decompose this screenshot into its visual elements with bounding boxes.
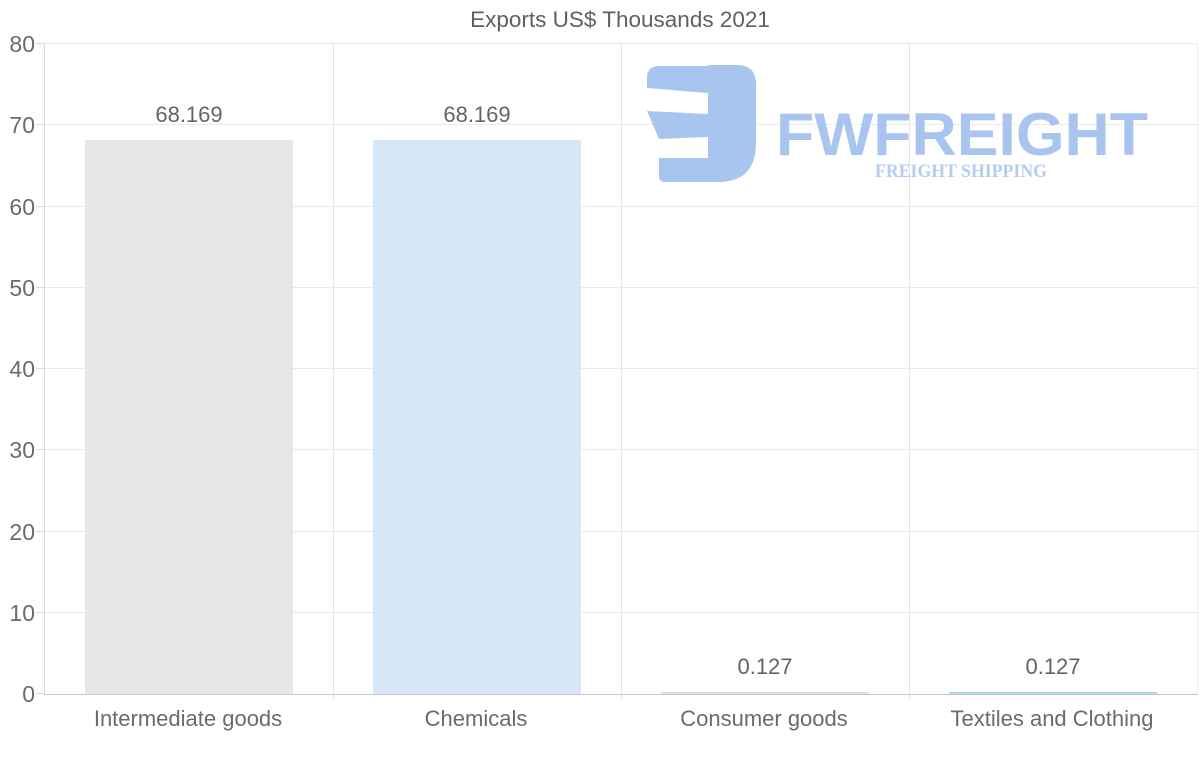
bar-intermediate-goods: [85, 140, 293, 694]
x-axis-label-textiles-and-clothing: Textiles and Clothing: [950, 706, 1154, 731]
x-axis-labels: Intermediate goods Chemicals Consumer good…: [44, 706, 1196, 736]
gridline-y-50: [45, 286, 1197, 288]
gridline-x-1: [333, 44, 334, 699]
bar-consumer-goods: [661, 692, 869, 694]
y-tick-mark-80: [36, 43, 45, 44]
fwfreight-logo-icon: [647, 65, 756, 182]
plot-area: FWFREIGHT FREIGHT SHIPPING 0 10 20 30 40 50 60…: [9, 31, 1198, 707]
bar-chemicals: [373, 140, 581, 694]
y-tick-mark-20: [36, 530, 45, 532]
y-tick-mark-30: [36, 449, 45, 451]
y-tick-mark-0: [36, 693, 45, 694]
gridline-y-30: [45, 449, 1197, 451]
bar-value-label-intermediate-goods: 68.169: [155, 102, 223, 128]
fwfreight-watermark: FWFREIGHT FREIGHT SHIPPING: [647, 65, 1148, 182]
y-tick-label-70: 70: [9, 112, 35, 139]
bar-value-label-textiles-and-clothing: 0.127: [1025, 654, 1081, 679]
y-tick-label-20: 20: [9, 518, 35, 545]
bar-cell-intermediate-goods: 68.169: [45, 44, 333, 694]
gridline-x-2: [621, 44, 622, 699]
bar-cell-consumer-goods: 0.127: [621, 44, 909, 694]
y-tick-label-80: 80: [9, 31, 35, 57]
y-tick-mark-70: [36, 124, 45, 126]
bar-cell-textiles-and-clothing: 0.127: [909, 44, 1197, 694]
y-tick-label-10: 10: [9, 599, 35, 626]
bar-value-label-consumer-goods: 0.127: [737, 654, 793, 679]
y-tick-label-40: 40: [9, 356, 35, 382]
y-tick-mark-40: [36, 368, 45, 369]
brand-wordmark: FWFREIGHT: [776, 101, 1148, 168]
y-tick-label-50: 50: [9, 274, 35, 301]
gridline-y-20: [45, 530, 1197, 532]
gridline-y-70: [45, 124, 1197, 126]
x-axis-label-chemicals: Chemicals: [424, 706, 528, 731]
bar-cell-chemicals: 68.169: [333, 44, 621, 694]
gridline-x-3: [909, 44, 910, 699]
x-axis-baseline: [44, 694, 1198, 695]
x-axis-label-consumer-goods: Consumer goods: [680, 706, 848, 731]
x-axis-label-intermediate-goods: Intermediate goods: [93, 706, 283, 731]
chart-title: Exports US$ Thousands 2021: [470, 7, 770, 32]
gridline-y-10: [45, 611, 1197, 613]
bar-textiles-and-clothing: [949, 692, 1157, 694]
gridline-y-40: [45, 368, 1197, 369]
brand-tagline: FREIGHT SHIPPING: [875, 161, 1047, 182]
y-tick-mark-10: [36, 611, 45, 613]
y-tick-label-30: 30: [9, 437, 35, 464]
y-tick-mark-50: [36, 286, 45, 288]
y-tick-mark-60: [36, 205, 45, 207]
y-tick-label-60: 60: [9, 193, 35, 220]
gridline-y-80: [45, 43, 1197, 44]
bar-value-label-chemicals: 68.169: [443, 102, 511, 128]
y-tick-label-0: 0: [22, 681, 35, 707]
gridline-y-60: [45, 205, 1197, 207]
